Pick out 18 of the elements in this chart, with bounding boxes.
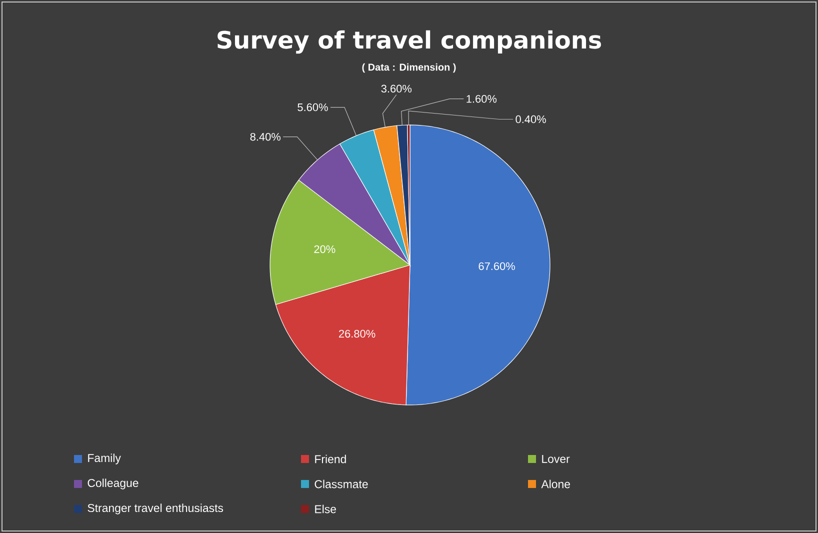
legend-label: Lover [542, 454, 570, 463]
legend-label: Friend [315, 454, 346, 464]
legend-label: Family [88, 454, 121, 464]
legend-label: Else [315, 504, 336, 514]
data-label: 3.60% [381, 84, 412, 93]
data-label: 5.60% [298, 103, 328, 112]
data-label: 0.40% [516, 115, 546, 124]
data-label: 8.40% [250, 132, 281, 141]
chart-subtitle: ( Data : Dimension ) [362, 63, 456, 73]
legend-label: Stranger travel enthusiasts [88, 504, 224, 514]
legend-label: Colleague [88, 478, 138, 490]
data-label: 26.80% [338, 330, 376, 338]
data-label: 1.60% [466, 94, 497, 103]
data-label: 20% [314, 245, 336, 254]
legend-label: Classmate [314, 480, 368, 488]
data-label: 67.60% [478, 262, 515, 270]
legend-label: Alone [541, 480, 570, 488]
chart-title: Survey of travel companions [218, 30, 601, 54]
